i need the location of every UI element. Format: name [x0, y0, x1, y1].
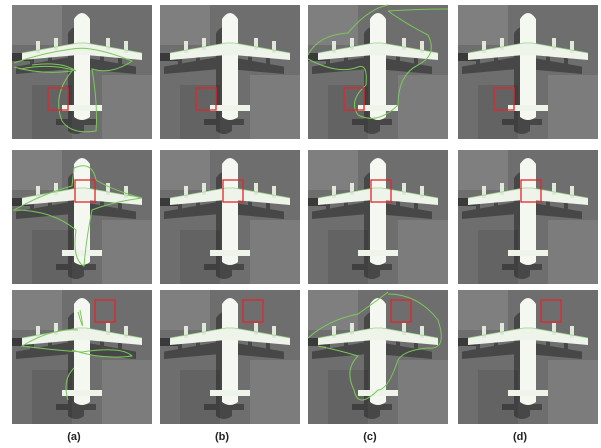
image-panel	[458, 150, 598, 284]
figure: (a) (b) (c) (d)	[0, 0, 601, 448]
ground-patch	[548, 360, 598, 424]
panel-label: (a)	[67, 431, 81, 443]
ground-patch	[548, 220, 598, 284]
ground-patch	[250, 220, 300, 284]
ground-patch	[328, 85, 368, 139]
ground-patch	[180, 230, 220, 284]
panel-label: (b)	[215, 431, 229, 443]
ground-patch	[328, 370, 368, 424]
ground-patch	[328, 230, 368, 284]
image-panel	[160, 5, 300, 139]
ground-patch	[548, 75, 598, 139]
image-panel	[458, 290, 598, 424]
image-panel	[160, 290, 300, 424]
ground-patch	[478, 230, 518, 284]
ground-patch	[32, 85, 72, 139]
panel-label: (c)	[363, 431, 377, 443]
ground-patch	[32, 230, 72, 284]
ground-patch	[250, 360, 300, 424]
ground-patch	[478, 370, 518, 424]
image-panel	[160, 150, 300, 284]
ground-patch	[180, 370, 220, 424]
ground-patch	[398, 75, 448, 139]
ground-patch	[250, 75, 300, 139]
image-panel	[308, 290, 448, 424]
ground-patch	[32, 370, 72, 424]
ground-patch	[102, 75, 152, 139]
ground-patch	[398, 360, 448, 424]
ground-patch	[180, 85, 220, 139]
image-panel	[12, 290, 152, 424]
image-panel	[308, 150, 448, 284]
image-panel	[12, 5, 152, 139]
image-panel	[308, 5, 448, 139]
ground-patch	[478, 85, 518, 139]
panel-label: (d)	[513, 431, 527, 443]
ground-patch	[102, 360, 152, 424]
image-panel	[458, 5, 598, 139]
image-panel	[12, 150, 152, 284]
ground-patch	[398, 220, 448, 284]
ground-patch	[102, 220, 152, 284]
